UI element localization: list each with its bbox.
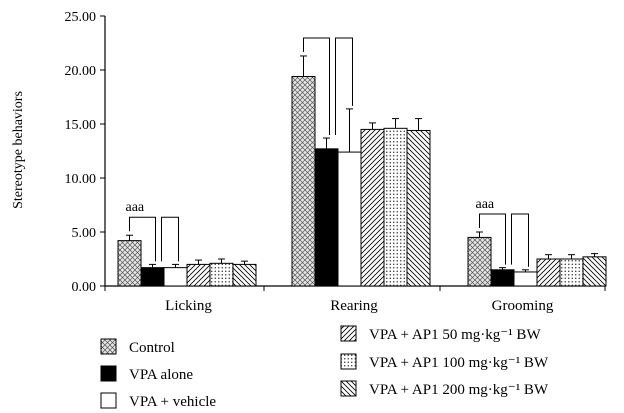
bracket-control-vs-vpa xyxy=(129,216,156,262)
bracket-control-vs-vpa xyxy=(479,213,506,265)
legend-item-1: VPA alone xyxy=(100,365,193,383)
legend-label: VPA + AP1 100 mg·kg⁻¹ BW xyxy=(369,355,549,371)
bar-grooming-0 xyxy=(467,236,492,287)
bars xyxy=(117,75,607,287)
legend-label: Control xyxy=(129,340,175,356)
y-axis-ticks: 0.00 5.00 10.00 15.00 20.00 25.00 xyxy=(65,10,105,295)
bar-grooming-2 xyxy=(513,271,538,287)
bar-licking-5 xyxy=(232,263,257,287)
significance-label: aaa xyxy=(476,197,495,212)
bar-licking-2 xyxy=(163,267,188,287)
y-tick-label: 0.00 xyxy=(72,280,97,295)
significance-brackets: aaa aaa xyxy=(126,37,529,267)
legend: Control VPA alone VPA + vehicle VPA + AP1 5… xyxy=(100,325,549,410)
bar-rearing-0 xyxy=(291,75,316,287)
y-tick-label: 10.00 xyxy=(65,172,97,187)
error-bars xyxy=(126,55,598,272)
legend-label: VPA + AP1 200 mg·kg⁻¹ BW xyxy=(369,382,549,398)
bar-rearing-4 xyxy=(383,127,408,287)
legend-swatch xyxy=(100,338,117,355)
bar-grooming-5 xyxy=(582,256,607,287)
y-tick-label: 25.00 xyxy=(65,10,97,25)
bar-rearing-5 xyxy=(406,129,431,287)
category-label-licking: Licking xyxy=(165,298,212,314)
bracket-control-vs-vpa xyxy=(303,37,330,136)
bar-grooming-3 xyxy=(536,258,561,287)
legend-label: VPA + AP1 50 mg·kg⁻¹ BW xyxy=(369,327,541,343)
category-label-grooming: Grooming xyxy=(492,298,554,314)
bracket-vpa-vs-vehicle xyxy=(161,216,179,262)
legend-swatch xyxy=(340,353,357,370)
bar-grooming-4 xyxy=(559,258,584,287)
bracket-vpa-vs-vehicle xyxy=(511,213,529,267)
legend-item-4: VPA + AP1 100 mg·kg⁻¹ BW xyxy=(340,353,549,371)
bar-grooming-1 xyxy=(490,269,515,287)
y-tick-label: 20.00 xyxy=(65,64,97,79)
bar-licking-1 xyxy=(140,267,165,287)
legend-item-3: VPA + AP1 50 mg·kg⁻¹ BW xyxy=(340,325,541,343)
legend-swatch xyxy=(100,365,117,382)
bar-rearing-2 xyxy=(337,151,362,287)
legend-item-2: VPA + vehicle xyxy=(100,392,216,410)
category-label-rearing: Rearing xyxy=(330,298,378,314)
bracket-vpa-vs-vehicle xyxy=(335,37,353,136)
y-tick-label: 15.00 xyxy=(65,118,97,133)
bar-licking-0 xyxy=(117,240,142,287)
significance-label: aaa xyxy=(126,200,145,215)
bar-licking-4 xyxy=(209,262,234,287)
legend-swatch xyxy=(340,325,357,342)
y-axis-label: Stereotype behaviors xyxy=(11,91,26,209)
legend-swatch xyxy=(340,380,357,397)
bar-licking-3 xyxy=(186,263,211,287)
legend-swatch xyxy=(100,392,117,409)
legend-item-0: Control xyxy=(100,338,175,356)
legend-item-5: VPA + AP1 200 mg·kg⁻¹ BW xyxy=(340,380,549,398)
bar-rearing-1 xyxy=(314,148,339,287)
y-tick-label: 5.00 xyxy=(72,226,97,241)
bar-rearing-3 xyxy=(360,128,385,287)
legend-label: VPA + vehicle xyxy=(129,394,216,410)
legend-label: VPA alone xyxy=(129,367,193,383)
x-axis-labels: Licking Rearing Grooming xyxy=(165,298,554,314)
